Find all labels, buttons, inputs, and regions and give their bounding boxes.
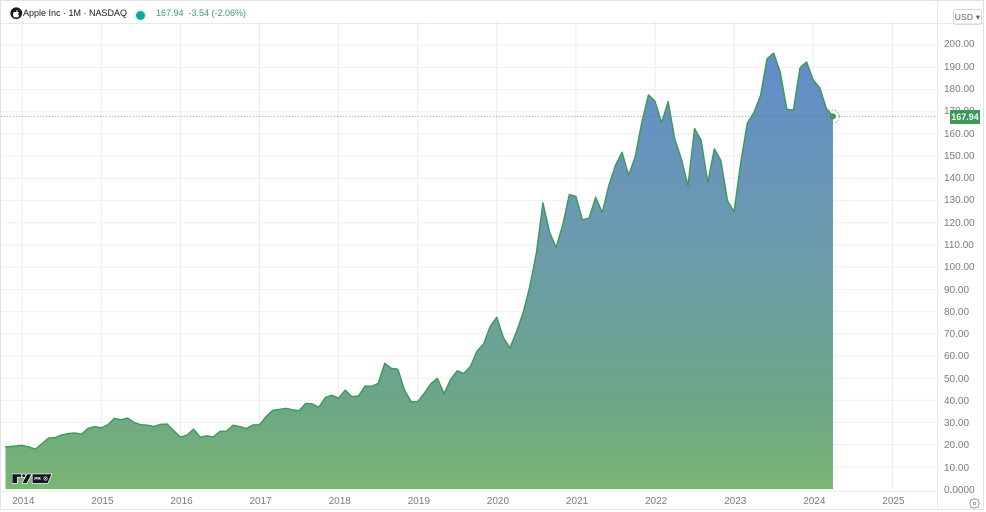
svg-text:PR: PR [34, 476, 41, 482]
